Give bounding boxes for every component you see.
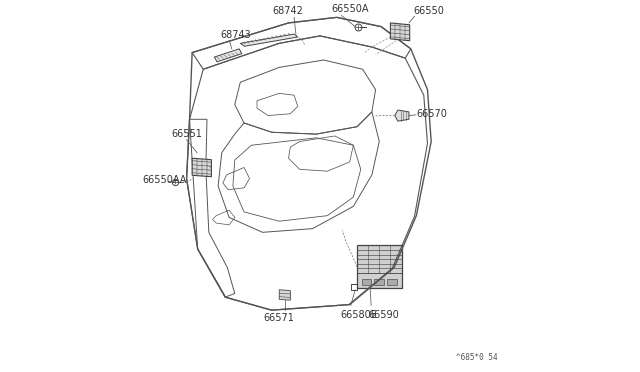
Text: 68743: 68743 bbox=[221, 30, 252, 39]
Polygon shape bbox=[214, 49, 242, 62]
Text: 66550: 66550 bbox=[413, 6, 444, 16]
Bar bbox=[374, 279, 384, 285]
Bar bbox=[387, 279, 397, 285]
Text: 66550AA: 66550AA bbox=[142, 175, 186, 185]
Polygon shape bbox=[279, 290, 291, 300]
Text: 66580E: 66580E bbox=[340, 310, 378, 320]
Text: 66571: 66571 bbox=[263, 313, 294, 323]
Polygon shape bbox=[240, 34, 298, 46]
Text: 68742: 68742 bbox=[272, 6, 303, 16]
Text: ^685*0 54: ^685*0 54 bbox=[456, 353, 497, 362]
Polygon shape bbox=[395, 110, 409, 121]
Bar bbox=[357, 245, 401, 288]
Text: 66570: 66570 bbox=[417, 109, 447, 119]
Text: 66551: 66551 bbox=[171, 129, 202, 138]
Polygon shape bbox=[192, 158, 211, 177]
Text: 66590: 66590 bbox=[368, 310, 399, 320]
Polygon shape bbox=[390, 23, 410, 41]
Bar bbox=[362, 279, 371, 285]
Text: 66550A: 66550A bbox=[331, 4, 369, 14]
